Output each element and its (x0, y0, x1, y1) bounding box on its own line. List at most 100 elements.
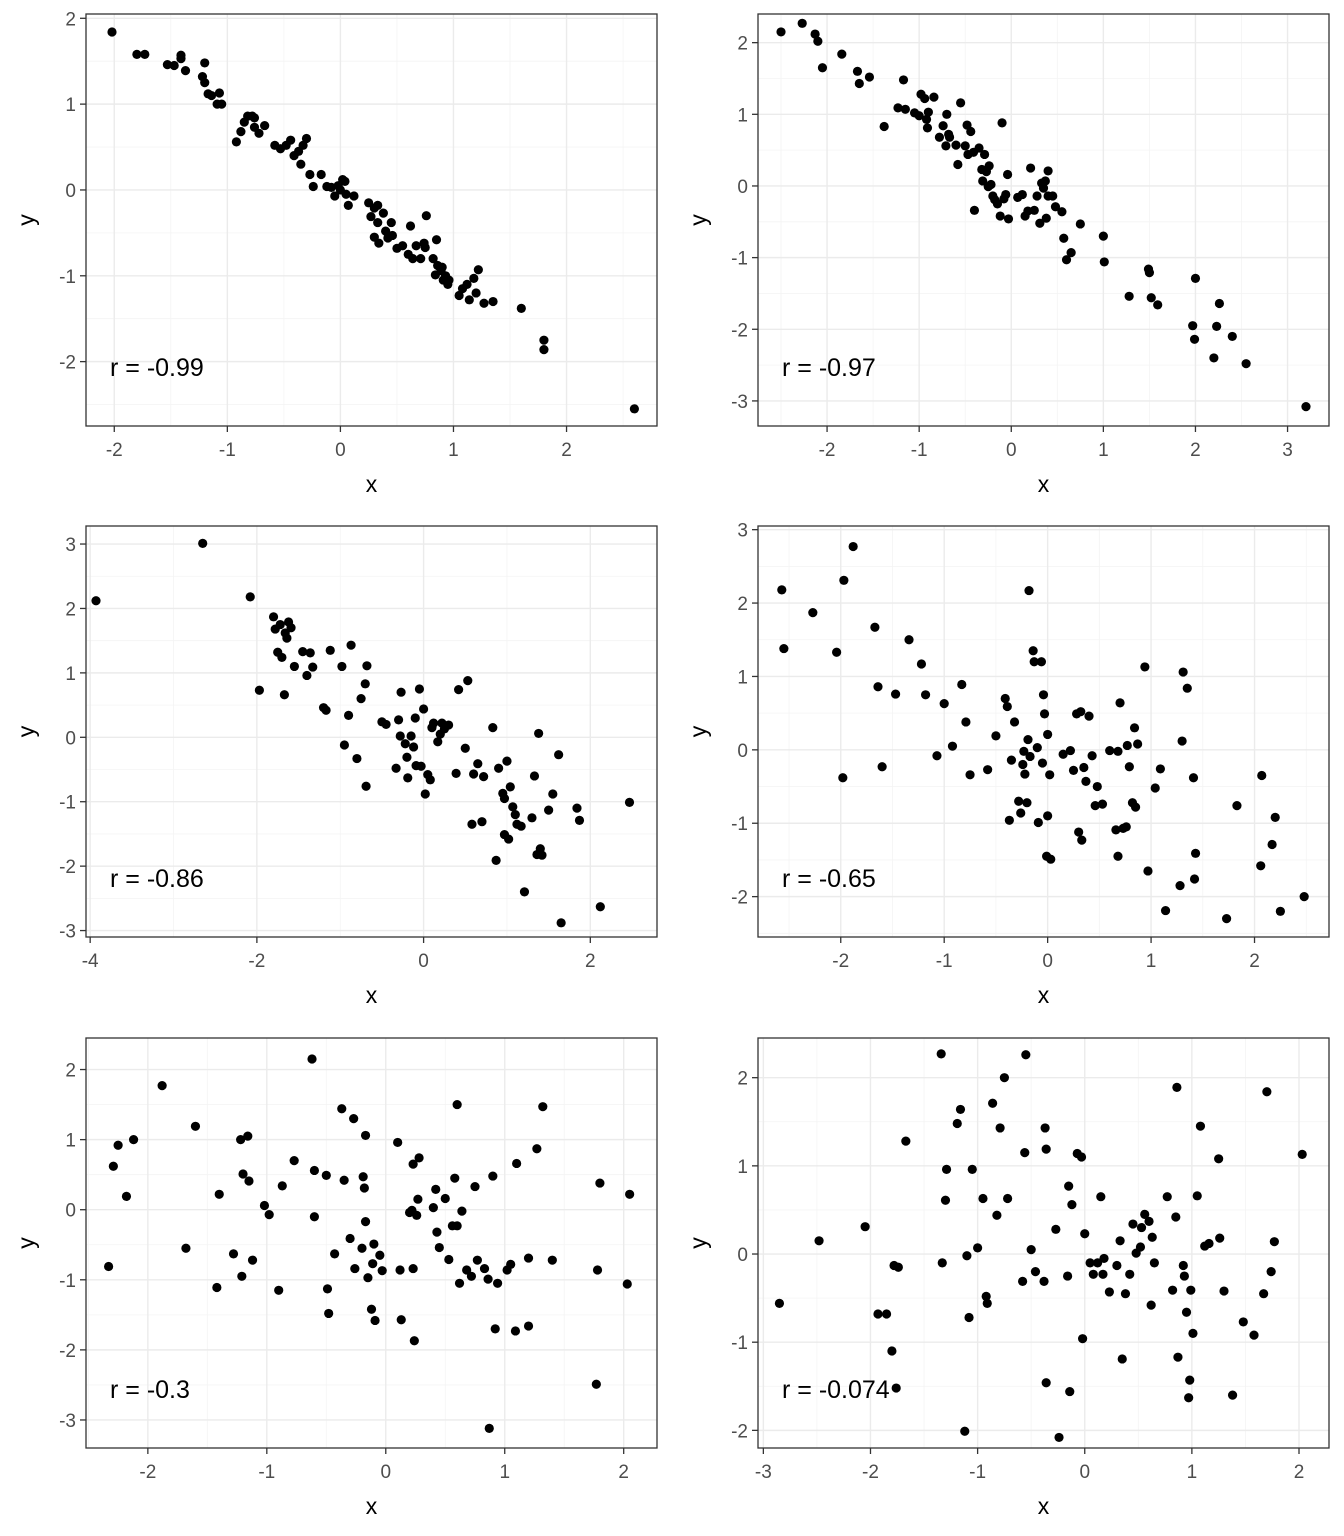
data-point (1113, 851, 1123, 861)
data-point (162, 60, 173, 70)
data-point (1124, 291, 1134, 301)
data-point (1099, 1253, 1109, 1264)
y-tick-label: 2 (737, 1069, 748, 1090)
data-point (1188, 321, 1198, 331)
data-point (904, 635, 914, 645)
data-point (1188, 773, 1199, 783)
data-point (370, 1315, 380, 1326)
data-point (330, 191, 340, 201)
data-point (451, 768, 461, 778)
data-point (440, 1193, 450, 1204)
data-point (932, 751, 942, 761)
data-point (373, 200, 383, 211)
data-point (268, 612, 279, 622)
correlation-annotation: r = -0.97 (782, 354, 876, 382)
data-point (1026, 163, 1036, 173)
data-point (595, 1178, 605, 1188)
data-point (307, 1054, 317, 1064)
data-point (1041, 1378, 1051, 1388)
data-point (797, 18, 807, 28)
data-point (966, 126, 976, 137)
data-point (544, 805, 554, 815)
data-point (340, 176, 350, 186)
data-point (995, 1123, 1005, 1133)
data-point (1039, 709, 1050, 719)
data-point (955, 1104, 966, 1115)
data-point (107, 27, 117, 37)
data-point (1004, 815, 1014, 825)
data-point (893, 1262, 903, 1272)
data-point (900, 104, 910, 114)
y-tick-label: -2 (731, 320, 748, 341)
data-point (982, 1298, 992, 1308)
y-tick-label: 3 (737, 521, 748, 542)
x-tick-label: 1 (499, 1462, 510, 1483)
data-point (973, 1243, 983, 1253)
scatter-panel-3: -4 -2 0 2 -3 -2 -1 0 1 2 3 x y r = -0.86 (13, 525, 658, 1008)
data-point (508, 802, 518, 812)
data-point (1256, 861, 1266, 871)
data-point (873, 682, 883, 692)
data-point (965, 770, 975, 780)
data-point (492, 1278, 503, 1288)
x-tick-label: -1 (936, 951, 953, 972)
data-point (1185, 1375, 1195, 1385)
data-point (431, 1184, 441, 1194)
x-tick-label: -2 (832, 951, 849, 972)
data-point (1043, 729, 1053, 740)
y-tick-label: -2 (59, 1341, 76, 1362)
data-point (121, 1191, 132, 1201)
data-point (1039, 1276, 1049, 1286)
data-point (431, 235, 442, 245)
data-point (506, 1259, 516, 1269)
data-point (1178, 1260, 1188, 1271)
data-point (1035, 218, 1045, 228)
data-point (1105, 745, 1115, 756)
data-point (264, 1210, 274, 1220)
data-point (774, 1298, 785, 1308)
data-point (852, 66, 863, 76)
data-point (1167, 1285, 1178, 1295)
data-point (1178, 667, 1188, 677)
data-point (1001, 189, 1011, 200)
data-point (483, 1274, 493, 1284)
data-point (412, 1210, 422, 1220)
data-point (981, 1291, 991, 1301)
x-tick-label: 0 (1042, 951, 1053, 972)
data-point (1078, 1334, 1088, 1344)
data-point (1171, 1212, 1181, 1222)
data-point (217, 99, 227, 109)
data-point (1096, 1192, 1106, 1202)
panel-border (757, 525, 1330, 938)
data-point (254, 128, 264, 138)
data-point (1160, 905, 1171, 916)
data-point (249, 113, 260, 123)
data-point (1147, 1232, 1157, 1242)
data-point (1227, 1390, 1238, 1400)
data-point (539, 345, 549, 355)
data-point (420, 242, 430, 253)
data-point (362, 661, 372, 671)
data-point (409, 1336, 419, 1346)
data-point (1017, 189, 1027, 200)
data-point (308, 181, 318, 192)
data-point (477, 817, 487, 827)
data-point (254, 685, 264, 695)
data-point (1093, 1258, 1103, 1268)
data-point (1002, 701, 1012, 712)
data-point (921, 114, 932, 124)
data-point (984, 161, 994, 171)
data-point (523, 1253, 534, 1263)
data-point (302, 670, 312, 681)
data-point (505, 782, 515, 792)
data-point (548, 789, 558, 799)
data-point (992, 199, 1003, 209)
data-point (953, 159, 963, 170)
y-tick-label: -3 (731, 392, 748, 413)
data-point (104, 1261, 114, 1272)
data-point (396, 687, 406, 697)
data-point (527, 813, 537, 823)
data-point (1002, 169, 1013, 180)
data-point (1020, 769, 1030, 779)
data-point (1006, 755, 1017, 765)
